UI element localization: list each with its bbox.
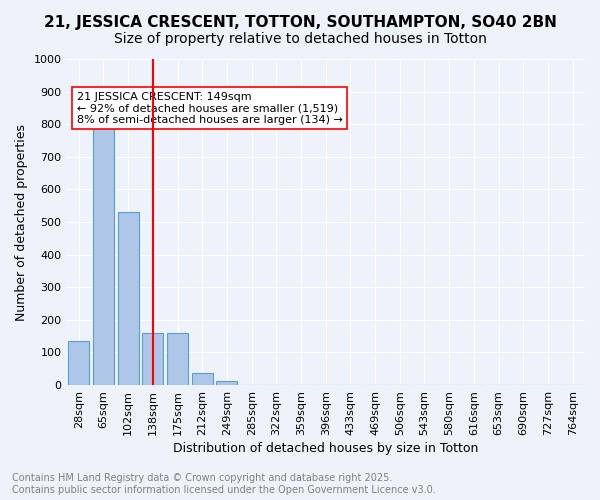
Text: 21 JESSICA CRESCENT: 149sqm
← 92% of detached houses are smaller (1,519)
8% of s: 21 JESSICA CRESCENT: 149sqm ← 92% of det…: [77, 92, 343, 125]
Text: 21, JESSICA CRESCENT, TOTTON, SOUTHAMPTON, SO40 2BN: 21, JESSICA CRESCENT, TOTTON, SOUTHAMPTO…: [44, 15, 556, 30]
Text: Size of property relative to detached houses in Totton: Size of property relative to detached ho…: [113, 32, 487, 46]
Bar: [68, 341, 89, 385]
Bar: [167, 333, 188, 385]
Bar: [142, 333, 163, 385]
Bar: [217, 381, 238, 385]
Bar: [118, 212, 139, 385]
Y-axis label: Number of detached properties: Number of detached properties: [15, 124, 28, 320]
X-axis label: Distribution of detached houses by size in Totton: Distribution of detached houses by size …: [173, 442, 478, 455]
Bar: [192, 372, 213, 385]
Text: Contains HM Land Registry data © Crown copyright and database right 2025.
Contai: Contains HM Land Registry data © Crown c…: [12, 474, 436, 495]
Bar: [93, 126, 114, 385]
